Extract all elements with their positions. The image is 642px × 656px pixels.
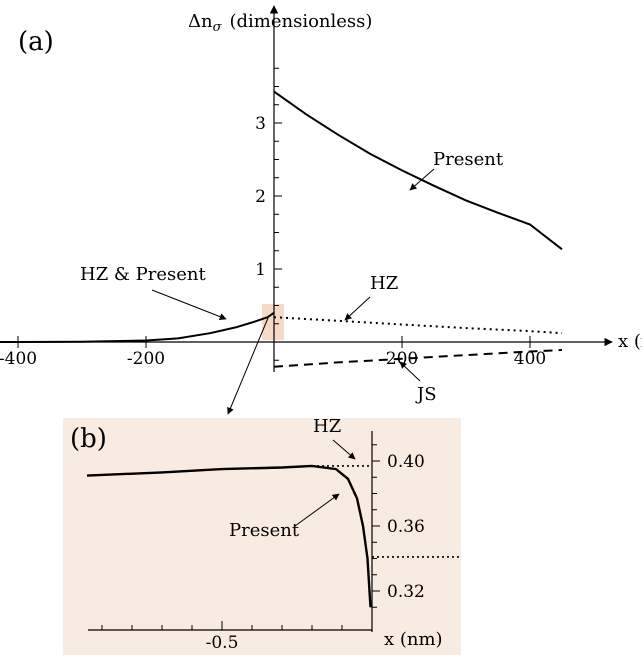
inset-y-tick-label: 0.32 xyxy=(387,582,425,602)
inset-x-axis-label: x (nm) xyxy=(384,629,443,650)
series-js xyxy=(273,349,563,368)
x-tick-label: -200 xyxy=(127,349,165,369)
zoom-connector-arrow xyxy=(227,317,269,415)
inset-y-tick-label: 0.36 xyxy=(387,517,425,537)
panel-b-series xyxy=(86,464,461,608)
annotation-js: JS xyxy=(415,384,437,405)
inset-annotation-present-arrow xyxy=(294,493,340,527)
y-tick-label: 1 xyxy=(255,260,266,280)
annotation-js-arrow xyxy=(399,361,421,382)
x-tick-label: 400 xyxy=(514,349,546,369)
inset-annotation-hz-arrow xyxy=(332,439,356,460)
inset-series-present xyxy=(86,464,372,608)
annotation-present-arrow xyxy=(409,168,435,191)
inset-x-tick-label: -0.5 xyxy=(206,633,239,653)
annotation-hz-arrow xyxy=(344,296,371,321)
inset-background xyxy=(63,418,461,655)
inset-y-tick-label: 0.40 xyxy=(387,452,425,472)
panel-a-label: (a) xyxy=(18,27,54,57)
zoom-highlight-box xyxy=(262,304,284,340)
panel-b-ticks: 0.32 0.36 0.40 -0.5 xyxy=(101,444,425,653)
panel-b: (b) 0.32 0.36 0.40 -0.5 x (nm) HZ Present xyxy=(63,416,642,655)
panel-a-series xyxy=(0,90,563,368)
y-axis-label: Δnσ (dimensionless) xyxy=(188,11,372,35)
y-tick-label: 2 xyxy=(255,187,266,207)
inset-annotation-present: Present xyxy=(229,520,300,541)
annotation-present: Present xyxy=(433,149,504,170)
annotation-hz-present: HZ & Present xyxy=(80,264,207,285)
panel-b-label: (b) xyxy=(70,424,107,454)
x-tick-label: -400 xyxy=(0,349,37,369)
inset-annotation-hz: HZ xyxy=(313,416,341,437)
series-hz-present xyxy=(0,311,275,343)
series-hz xyxy=(273,316,563,335)
series-present xyxy=(273,90,563,251)
y-tick-label: 3 xyxy=(255,114,266,134)
annotation-hz: HZ xyxy=(370,273,398,294)
inset-margin xyxy=(461,418,642,655)
x-axis-label: x (nm) xyxy=(618,331,642,352)
annotation-hz-present-arrow xyxy=(151,289,227,320)
